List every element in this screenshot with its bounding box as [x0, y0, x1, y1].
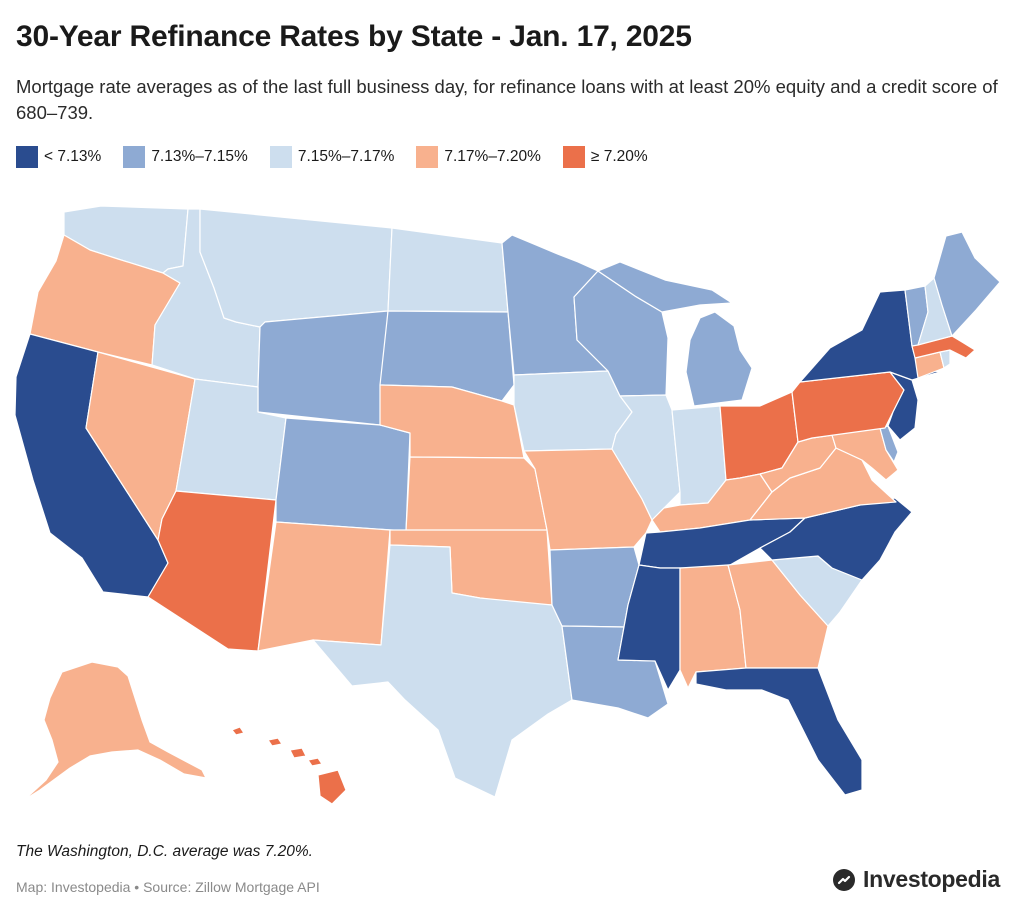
- brand-logo: Investopedia: [832, 866, 1000, 893]
- state-north-dakota: [387, 227, 509, 313]
- legend-swatch: [562, 146, 585, 168]
- state-florida: [695, 667, 863, 796]
- state-new-jersey: [887, 371, 919, 441]
- legend-item-under-7-13: < 7.13%: [16, 146, 101, 168]
- legend-label: 7.13%–7.15%: [151, 148, 248, 165]
- us-states-map: [0, 190, 1024, 820]
- dc-note: The Washington, D.C. average was 7.20%.: [16, 843, 313, 860]
- state-delaware: [879, 425, 899, 463]
- state-texas: [312, 544, 573, 798]
- page-subtitle: Mortgage rate averages as of the last fu…: [16, 76, 998, 123]
- state-maine: [933, 231, 1001, 337]
- legend-item-7-20-and-above: ≥ 7.20%: [562, 146, 648, 168]
- state-colorado: [275, 417, 411, 532]
- legend-item-7-13-to-7-15: 7.13%–7.15%: [123, 146, 248, 168]
- state-new-mexico: [257, 521, 391, 652]
- legend-swatch: [269, 146, 292, 168]
- legend-label: 7.17%–7.20%: [444, 148, 541, 165]
- state-wyoming: [257, 310, 389, 426]
- state-illinois: [611, 394, 681, 521]
- state-montana: [199, 208, 393, 328]
- legend-label: ≥ 7.20%: [590, 148, 648, 165]
- legend-label: 7.15%–7.17%: [297, 148, 395, 165]
- page-title: 30-Year Refinance Rates by State - Jan. …: [16, 20, 692, 53]
- state-arizona: [147, 490, 277, 652]
- brand-name: Investopedia: [863, 866, 1000, 892]
- legend-item-7-17-to-7-20: 7.17%–7.20%: [416, 146, 541, 168]
- state-kansas: [405, 456, 548, 532]
- state-alaska: [23, 661, 207, 801]
- legend-swatch: [416, 146, 439, 168]
- source-credit: Map: Investopedia • Source: Zillow Mortg…: [16, 879, 320, 895]
- legend-swatch: [123, 146, 146, 168]
- legend: < 7.13% 7.13%–7.15% 7.15%–7.17% 7.17%–7.…: [16, 146, 670, 168]
- state-michigan: [597, 261, 753, 407]
- state-hawaii: [231, 726, 347, 805]
- state-mississippi: [617, 564, 681, 691]
- legend-item-7-15-to-7-17: 7.15%–7.17%: [269, 146, 395, 168]
- state-massachusetts: [911, 335, 976, 359]
- legend-swatch: [16, 146, 38, 168]
- legend-label: < 7.13%: [44, 148, 102, 165]
- investopedia-logo-icon: [833, 868, 855, 891]
